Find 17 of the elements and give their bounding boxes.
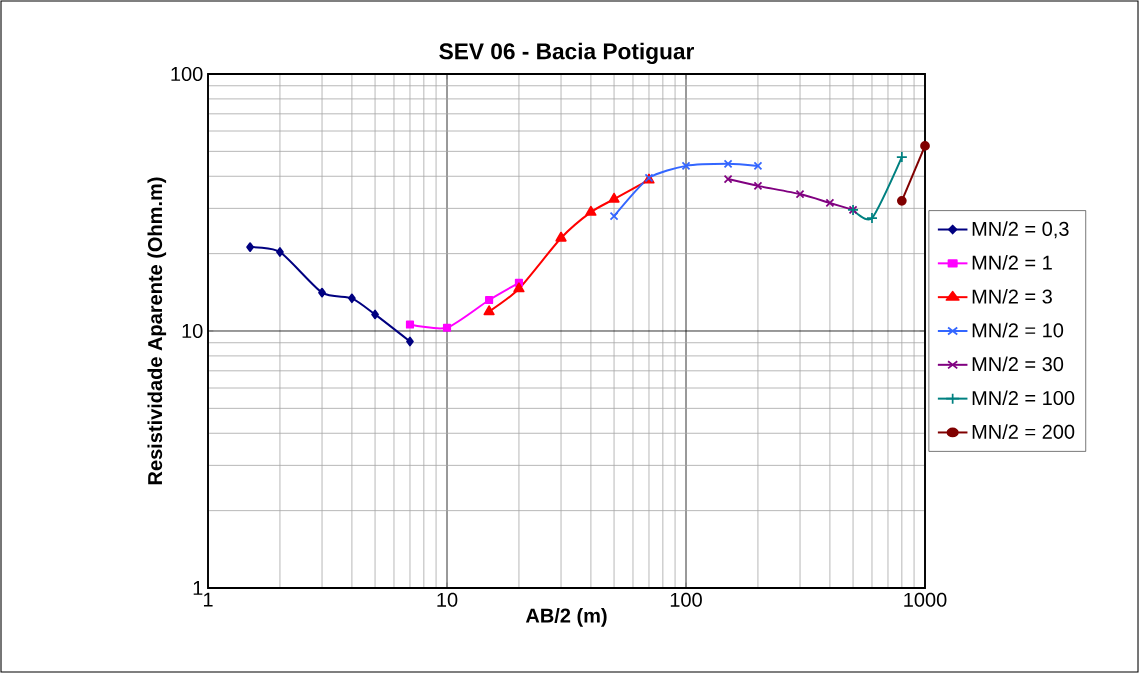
legend-label: MN/2 = 1 <box>972 255 1052 270</box>
x-tick-label: 10 <box>437 592 458 607</box>
x-axis-title: AB/2 (m) <box>525 608 607 627</box>
legend-label: MN/2 = 30 <box>972 356 1064 372</box>
y-axis-title: Resistividade Aparente (Ohm.m) <box>147 177 167 485</box>
x-tick-label: 1 <box>203 592 213 607</box>
legend-label: MN/2 = 10 <box>972 322 1064 338</box>
y-tick-label: 1 <box>193 581 203 595</box>
chart-title: SEV 06 - Bacia Potiguar <box>439 42 694 64</box>
x-tick-label: 100 <box>670 592 702 607</box>
legend-label: MN/2 = 0,3 <box>972 221 1069 239</box>
legend-label: MN/2 = 3 <box>972 288 1052 304</box>
y-tick-label: 100 <box>171 66 203 82</box>
y-tick-label: 10 <box>182 323 203 339</box>
x-tick-label: 1000 <box>904 592 947 607</box>
legend-label: MN/2 = 100 <box>972 390 1075 406</box>
legend-label: MN/2 = 200 <box>972 424 1075 439</box>
